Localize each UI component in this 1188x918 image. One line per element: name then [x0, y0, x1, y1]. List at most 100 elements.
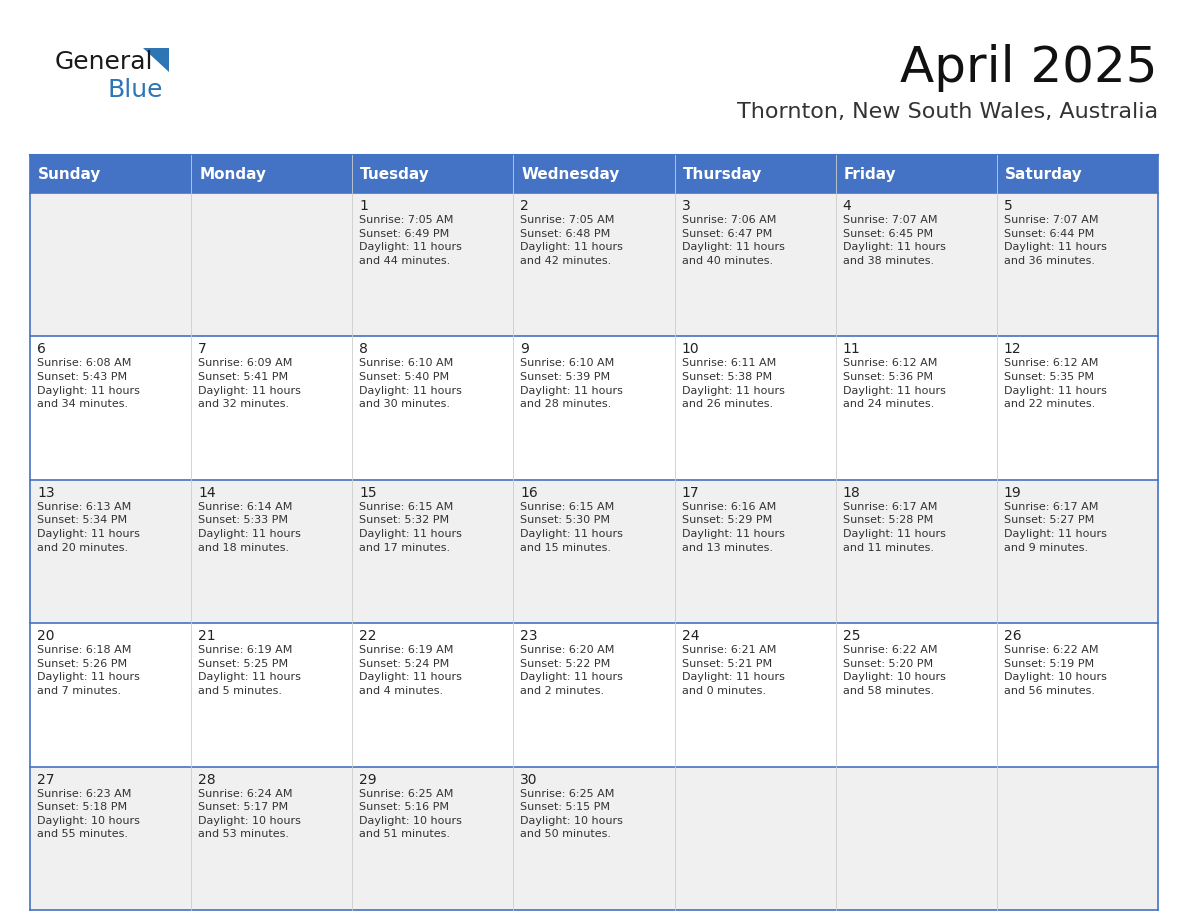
Text: Sunrise: 6:16 AM
Sunset: 5:29 PM
Daylight: 11 hours
and 13 minutes.: Sunrise: 6:16 AM Sunset: 5:29 PM Dayligh… — [682, 502, 784, 553]
Text: 2: 2 — [520, 199, 529, 213]
Text: Sunrise: 6:19 AM
Sunset: 5:25 PM
Daylight: 11 hours
and 5 minutes.: Sunrise: 6:19 AM Sunset: 5:25 PM Dayligh… — [198, 645, 301, 696]
Text: 15: 15 — [359, 486, 377, 499]
Text: Sunrise: 6:11 AM
Sunset: 5:38 PM
Daylight: 11 hours
and 26 minutes.: Sunrise: 6:11 AM Sunset: 5:38 PM Dayligh… — [682, 358, 784, 409]
Text: Thursday: Thursday — [683, 166, 762, 182]
Text: 12: 12 — [1004, 342, 1022, 356]
Text: Monday: Monday — [200, 166, 266, 182]
Text: General: General — [55, 50, 153, 74]
Text: 27: 27 — [37, 773, 55, 787]
Bar — [513, 480, 675, 623]
Text: Sunrise: 6:20 AM
Sunset: 5:22 PM
Daylight: 11 hours
and 2 minutes.: Sunrise: 6:20 AM Sunset: 5:22 PM Dayligh… — [520, 645, 624, 696]
Text: Sunrise: 6:15 AM
Sunset: 5:30 PM
Daylight: 11 hours
and 15 minutes.: Sunrise: 6:15 AM Sunset: 5:30 PM Dayligh… — [520, 502, 624, 553]
Text: 14: 14 — [198, 486, 216, 499]
Bar — [513, 193, 675, 336]
Text: 7: 7 — [198, 342, 207, 356]
Text: Sunrise: 6:14 AM
Sunset: 5:33 PM
Daylight: 11 hours
and 18 minutes.: Sunrise: 6:14 AM Sunset: 5:33 PM Dayligh… — [198, 502, 301, 553]
Text: Sunrise: 7:05 AM
Sunset: 6:48 PM
Daylight: 11 hours
and 42 minutes.: Sunrise: 7:05 AM Sunset: 6:48 PM Dayligh… — [520, 215, 624, 266]
Text: 26: 26 — [1004, 629, 1022, 644]
Text: 20: 20 — [37, 629, 55, 644]
Text: Sunrise: 7:06 AM
Sunset: 6:47 PM
Daylight: 11 hours
and 40 minutes.: Sunrise: 7:06 AM Sunset: 6:47 PM Dayligh… — [682, 215, 784, 266]
Text: 4: 4 — [842, 199, 852, 213]
Text: 17: 17 — [682, 486, 700, 499]
Text: 28: 28 — [198, 773, 216, 787]
Text: Sunrise: 6:17 AM
Sunset: 5:27 PM
Daylight: 11 hours
and 9 minutes.: Sunrise: 6:17 AM Sunset: 5:27 PM Dayligh… — [1004, 502, 1107, 553]
Text: Blue: Blue — [107, 78, 163, 102]
Bar — [835, 480, 997, 623]
Text: Sunrise: 6:15 AM
Sunset: 5:32 PM
Daylight: 11 hours
and 17 minutes.: Sunrise: 6:15 AM Sunset: 5:32 PM Dayligh… — [359, 502, 462, 553]
Text: 25: 25 — [842, 629, 860, 644]
Text: Sunrise: 6:22 AM
Sunset: 5:20 PM
Daylight: 10 hours
and 58 minutes.: Sunrise: 6:22 AM Sunset: 5:20 PM Dayligh… — [842, 645, 946, 696]
Bar — [353, 623, 513, 767]
Text: Sunrise: 6:10 AM
Sunset: 5:40 PM
Daylight: 11 hours
and 30 minutes.: Sunrise: 6:10 AM Sunset: 5:40 PM Dayligh… — [359, 358, 462, 409]
Text: 29: 29 — [359, 773, 377, 787]
Text: Sunrise: 6:17 AM
Sunset: 5:28 PM
Daylight: 11 hours
and 11 minutes.: Sunrise: 6:17 AM Sunset: 5:28 PM Dayligh… — [842, 502, 946, 553]
Text: 3: 3 — [682, 199, 690, 213]
Text: Sunrise: 6:18 AM
Sunset: 5:26 PM
Daylight: 11 hours
and 7 minutes.: Sunrise: 6:18 AM Sunset: 5:26 PM Dayligh… — [37, 645, 140, 696]
Bar — [353, 155, 513, 193]
Text: 19: 19 — [1004, 486, 1022, 499]
Bar — [191, 336, 353, 480]
Bar — [997, 336, 1158, 480]
Bar — [675, 193, 835, 336]
Text: 16: 16 — [520, 486, 538, 499]
Bar — [997, 193, 1158, 336]
Bar — [835, 336, 997, 480]
Text: Tuesday: Tuesday — [360, 166, 430, 182]
Text: Sunrise: 6:25 AM
Sunset: 5:15 PM
Daylight: 10 hours
and 50 minutes.: Sunrise: 6:25 AM Sunset: 5:15 PM Dayligh… — [520, 789, 624, 839]
Text: Sunrise: 6:23 AM
Sunset: 5:18 PM
Daylight: 10 hours
and 55 minutes.: Sunrise: 6:23 AM Sunset: 5:18 PM Dayligh… — [37, 789, 140, 839]
Text: Sunrise: 6:25 AM
Sunset: 5:16 PM
Daylight: 10 hours
and 51 minutes.: Sunrise: 6:25 AM Sunset: 5:16 PM Dayligh… — [359, 789, 462, 839]
Text: Sunrise: 6:19 AM
Sunset: 5:24 PM
Daylight: 11 hours
and 4 minutes.: Sunrise: 6:19 AM Sunset: 5:24 PM Dayligh… — [359, 645, 462, 696]
Text: Sunrise: 7:07 AM
Sunset: 6:45 PM
Daylight: 11 hours
and 38 minutes.: Sunrise: 7:07 AM Sunset: 6:45 PM Dayligh… — [842, 215, 946, 266]
Bar — [191, 193, 353, 336]
Text: 21: 21 — [198, 629, 216, 644]
Text: 1: 1 — [359, 199, 368, 213]
Text: 5: 5 — [1004, 199, 1012, 213]
Text: 6: 6 — [37, 342, 46, 356]
Text: Sunrise: 7:07 AM
Sunset: 6:44 PM
Daylight: 11 hours
and 36 minutes.: Sunrise: 7:07 AM Sunset: 6:44 PM Dayligh… — [1004, 215, 1107, 266]
Polygon shape — [143, 48, 169, 72]
Text: Sunrise: 6:08 AM
Sunset: 5:43 PM
Daylight: 11 hours
and 34 minutes.: Sunrise: 6:08 AM Sunset: 5:43 PM Dayligh… — [37, 358, 140, 409]
Text: Sunrise: 6:12 AM
Sunset: 5:36 PM
Daylight: 11 hours
and 24 minutes.: Sunrise: 6:12 AM Sunset: 5:36 PM Dayligh… — [842, 358, 946, 409]
Text: 9: 9 — [520, 342, 530, 356]
Bar — [675, 767, 835, 910]
Bar — [675, 155, 835, 193]
Text: 11: 11 — [842, 342, 860, 356]
Bar — [191, 767, 353, 910]
Bar — [30, 336, 191, 480]
Bar — [513, 155, 675, 193]
Bar — [675, 480, 835, 623]
Bar — [513, 767, 675, 910]
Bar — [30, 193, 191, 336]
Text: Sunrise: 7:05 AM
Sunset: 6:49 PM
Daylight: 11 hours
and 44 minutes.: Sunrise: 7:05 AM Sunset: 6:49 PM Dayligh… — [359, 215, 462, 266]
Bar — [835, 767, 997, 910]
Bar — [191, 623, 353, 767]
Text: 23: 23 — [520, 629, 538, 644]
Bar — [191, 155, 353, 193]
Text: 30: 30 — [520, 773, 538, 787]
Text: Sunrise: 6:12 AM
Sunset: 5:35 PM
Daylight: 11 hours
and 22 minutes.: Sunrise: 6:12 AM Sunset: 5:35 PM Dayligh… — [1004, 358, 1107, 409]
Bar — [675, 336, 835, 480]
Text: Sunrise: 6:13 AM
Sunset: 5:34 PM
Daylight: 11 hours
and 20 minutes.: Sunrise: 6:13 AM Sunset: 5:34 PM Dayligh… — [37, 502, 140, 553]
Text: 24: 24 — [682, 629, 699, 644]
Bar — [835, 623, 997, 767]
Bar — [353, 480, 513, 623]
Text: Saturday: Saturday — [1005, 166, 1082, 182]
Text: Sunday: Sunday — [38, 166, 101, 182]
Text: 18: 18 — [842, 486, 860, 499]
Text: 13: 13 — [37, 486, 55, 499]
Bar — [835, 155, 997, 193]
Bar — [513, 336, 675, 480]
Bar — [997, 155, 1158, 193]
Text: Thornton, New South Wales, Australia: Thornton, New South Wales, Australia — [737, 102, 1158, 122]
Bar — [191, 480, 353, 623]
Bar — [30, 155, 191, 193]
Bar — [835, 193, 997, 336]
Bar — [997, 480, 1158, 623]
Bar — [30, 623, 191, 767]
Bar — [997, 767, 1158, 910]
Bar — [997, 623, 1158, 767]
Text: 22: 22 — [359, 629, 377, 644]
Text: Sunrise: 6:24 AM
Sunset: 5:17 PM
Daylight: 10 hours
and 53 minutes.: Sunrise: 6:24 AM Sunset: 5:17 PM Dayligh… — [198, 789, 301, 839]
Text: Wednesday: Wednesday — [522, 166, 620, 182]
Text: Sunrise: 6:10 AM
Sunset: 5:39 PM
Daylight: 11 hours
and 28 minutes.: Sunrise: 6:10 AM Sunset: 5:39 PM Dayligh… — [520, 358, 624, 409]
